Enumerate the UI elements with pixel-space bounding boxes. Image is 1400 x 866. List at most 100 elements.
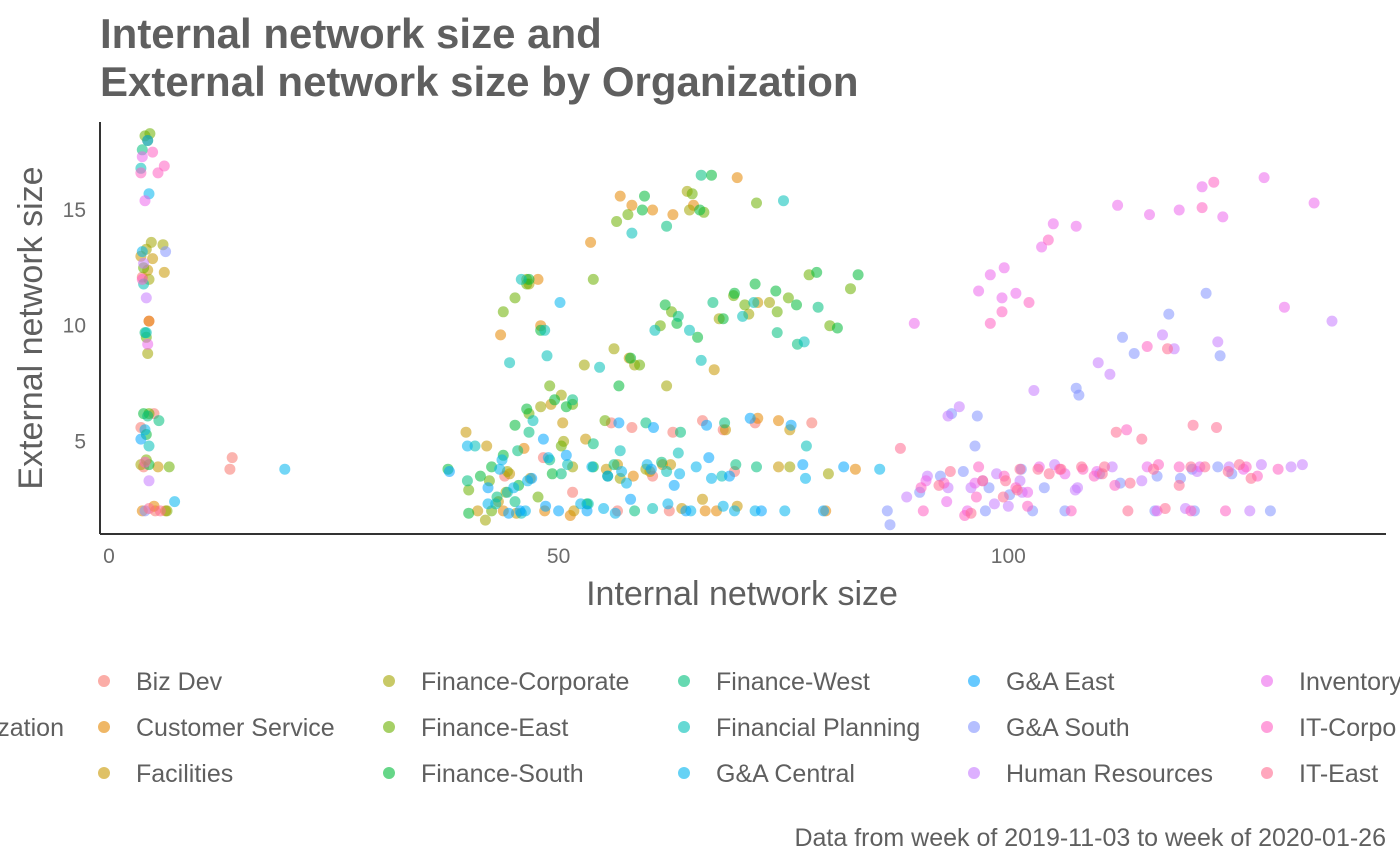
data-point bbox=[749, 278, 761, 290]
data-point bbox=[849, 463, 861, 475]
data-point bbox=[541, 350, 553, 362]
legend-label: Facilities bbox=[136, 760, 233, 788]
data-point bbox=[1196, 181, 1208, 193]
data-point bbox=[1076, 461, 1088, 473]
data-point bbox=[153, 415, 165, 427]
data-point bbox=[136, 246, 148, 258]
data-point bbox=[668, 479, 680, 491]
data-point bbox=[634, 359, 646, 371]
data-point bbox=[469, 440, 481, 452]
data-point bbox=[942, 410, 954, 422]
data-point bbox=[838, 461, 850, 473]
data-point bbox=[526, 472, 538, 484]
legend-label: Human Resources bbox=[1006, 760, 1213, 788]
data-point bbox=[279, 463, 291, 475]
y-axis-title: External network size bbox=[12, 166, 50, 489]
data-point bbox=[544, 380, 556, 392]
y-tick-label: 15 bbox=[63, 199, 86, 222]
data-point bbox=[636, 204, 648, 216]
data-point bbox=[1014, 463, 1026, 475]
data-point bbox=[532, 273, 544, 285]
data-point bbox=[782, 292, 794, 304]
data-point bbox=[969, 440, 981, 452]
data-point bbox=[1278, 301, 1290, 313]
data-point bbox=[675, 426, 686, 438]
legend-key bbox=[383, 675, 395, 687]
data-point bbox=[901, 491, 913, 503]
legend-label: Customer Service bbox=[136, 714, 335, 742]
data-point bbox=[599, 415, 611, 427]
data-point bbox=[629, 505, 641, 517]
data-point bbox=[703, 452, 715, 464]
data-point bbox=[135, 167, 147, 179]
data-point bbox=[707, 297, 719, 308]
data-point bbox=[521, 403, 533, 415]
data-point bbox=[509, 292, 521, 304]
data-point bbox=[567, 486, 579, 498]
data-point bbox=[884, 519, 896, 531]
data-point bbox=[497, 306, 509, 318]
data-point bbox=[609, 507, 621, 519]
data-point bbox=[598, 503, 610, 514]
data-point bbox=[690, 461, 702, 473]
data-point bbox=[1073, 389, 1085, 401]
data-point bbox=[616, 466, 628, 477]
data-point bbox=[1112, 199, 1124, 211]
data-point bbox=[1217, 211, 1229, 223]
x-axis-title: Internal network size bbox=[586, 575, 898, 613]
data-point bbox=[800, 440, 812, 452]
data-point bbox=[143, 315, 155, 327]
legend-item: Facilities bbox=[98, 760, 233, 788]
data-point bbox=[560, 449, 572, 461]
data-point bbox=[881, 505, 893, 517]
data-point bbox=[1038, 482, 1050, 494]
data-point bbox=[586, 461, 598, 473]
data-point bbox=[1255, 459, 1267, 471]
data-point bbox=[970, 491, 982, 503]
data-point bbox=[496, 454, 508, 466]
data-point bbox=[971, 410, 983, 422]
data-point bbox=[568, 505, 580, 517]
data-point bbox=[706, 472, 717, 484]
data-point bbox=[755, 505, 767, 517]
data-point bbox=[1211, 422, 1222, 433]
data-point bbox=[482, 498, 494, 510]
x-tick-label: 50 bbox=[547, 545, 570, 568]
data-point bbox=[557, 417, 569, 429]
data-point bbox=[1022, 500, 1034, 512]
data-point bbox=[514, 505, 526, 517]
legend-item: IT-East bbox=[1261, 760, 1378, 788]
data-point bbox=[661, 466, 673, 477]
data-point bbox=[649, 324, 661, 336]
data-point bbox=[1296, 459, 1308, 471]
data-point bbox=[594, 361, 606, 373]
data-point bbox=[953, 401, 965, 413]
data-point bbox=[147, 253, 159, 265]
legend-key bbox=[98, 767, 110, 779]
data-point bbox=[152, 167, 164, 179]
data-point bbox=[139, 456, 151, 468]
points-layer bbox=[135, 128, 1338, 531]
data-point bbox=[831, 322, 843, 334]
legend-item: Customer Service bbox=[98, 714, 335, 742]
data-point bbox=[1072, 482, 1083, 494]
data-point bbox=[778, 195, 789, 207]
data-point bbox=[508, 482, 520, 494]
data-point bbox=[1070, 220, 1082, 232]
data-point bbox=[152, 461, 164, 473]
data-point bbox=[719, 417, 731, 429]
data-point bbox=[1144, 209, 1155, 221]
data-point bbox=[708, 364, 720, 376]
data-point bbox=[941, 496, 953, 508]
data-point bbox=[751, 461, 762, 473]
data-point bbox=[1233, 459, 1245, 471]
data-point bbox=[527, 415, 539, 427]
data-point bbox=[874, 463, 886, 475]
data-point bbox=[1028, 385, 1040, 396]
legend-label: Finance-Corporate bbox=[421, 668, 629, 696]
data-point bbox=[608, 343, 620, 355]
data-point bbox=[614, 190, 626, 202]
data-point bbox=[1104, 368, 1116, 380]
data-point bbox=[461, 440, 473, 452]
data-point bbox=[472, 505, 484, 517]
